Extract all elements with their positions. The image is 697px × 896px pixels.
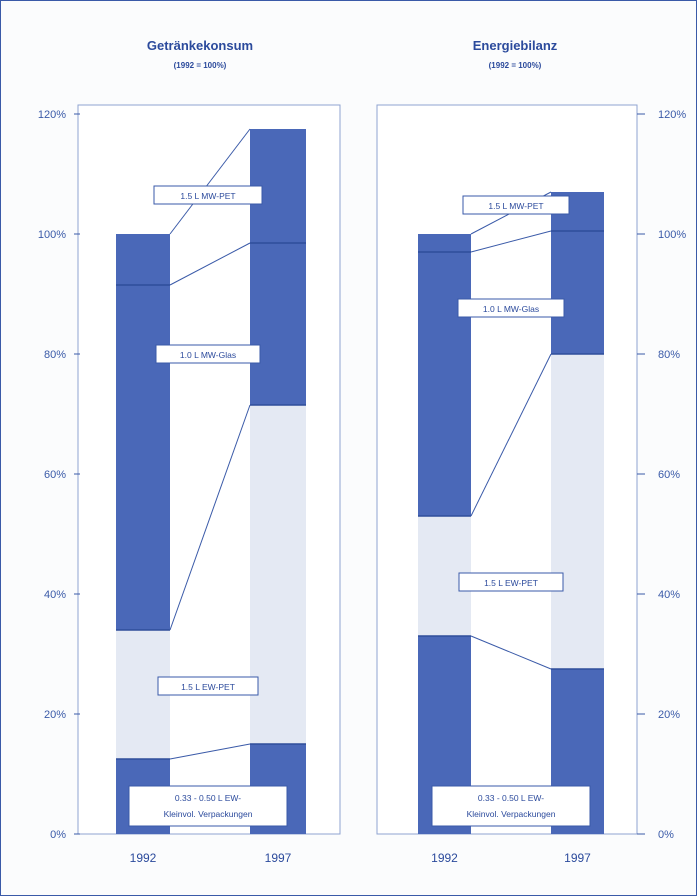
segment-label: 1.0 L MW-Glas (483, 304, 539, 314)
y-tick-label: 20% (44, 709, 66, 721)
x-category-label: 1992 (130, 851, 157, 865)
connector-line (470, 635, 552, 670)
chart-title: Energiebilanz (473, 38, 558, 53)
y-tick-label: 80% (658, 349, 680, 361)
segment-label: Kleinvol. Verpackungen (467, 809, 556, 819)
segment-label-box (155, 344, 261, 364)
segment-label: 1.5 L EW-PET (181, 682, 235, 692)
connector-line (169, 404, 251, 631)
segment-label: Kleinvol. Verpackungen (164, 809, 253, 819)
bar-segment (250, 243, 306, 405)
y-tick-label: 60% (658, 469, 680, 481)
x-category-label: 1992 (431, 851, 458, 865)
y-tick-label: 120% (38, 109, 66, 121)
segment-label: 1.5 L MW-PET (488, 201, 543, 211)
segment-label: 1.5 L MW-PET (180, 191, 235, 201)
chart-title: Getränkekonsum (147, 38, 253, 53)
y-tick-label: 0% (50, 829, 66, 841)
segment-label-box (128, 785, 288, 827)
segment-label-box (462, 195, 570, 215)
segment-label-box (157, 676, 259, 696)
bar-segment (551, 231, 604, 354)
x-category-label: 1997 (265, 851, 292, 865)
y-tick-label: 120% (658, 109, 686, 121)
y-tick-label: 0% (658, 829, 674, 841)
bar-segment (116, 285, 170, 630)
segment-label-box (458, 572, 564, 592)
connector-line (169, 743, 251, 760)
y-tick-label: 60% (44, 469, 66, 481)
segment-label: 1.5 L EW-PET (484, 578, 538, 588)
y-tick-label: 40% (658, 589, 680, 601)
y-tick-label: 100% (38, 229, 66, 241)
x-category-label: 1997 (564, 851, 591, 865)
segment-label-box (457, 298, 565, 318)
segment-label: 1.0 L MW-Glas (180, 350, 236, 360)
y-tick-label: 100% (658, 229, 686, 241)
connector-line (169, 128, 251, 235)
segment-label-box (431, 785, 591, 827)
connector-line (470, 353, 552, 517)
bar-segment (418, 252, 471, 516)
chart-subtitle: (1992 = 100%) (489, 61, 542, 70)
connector-line (470, 230, 552, 253)
y-tick-label: 80% (44, 349, 66, 361)
bar-segment (116, 234, 170, 285)
y-tick-label: 40% (44, 589, 66, 601)
chart-subtitle: (1992 = 100%) (174, 61, 227, 70)
y-tick-label: 20% (658, 709, 680, 721)
connector-line (169, 242, 251, 286)
bar-segment (551, 354, 604, 669)
bar-segment (250, 405, 306, 744)
segment-label: 0.33 - 0.50 L EW- (478, 793, 544, 803)
segment-label-box (153, 185, 263, 205)
bar-segment (418, 234, 471, 252)
segment-label: 0.33 - 0.50 L EW- (175, 793, 241, 803)
